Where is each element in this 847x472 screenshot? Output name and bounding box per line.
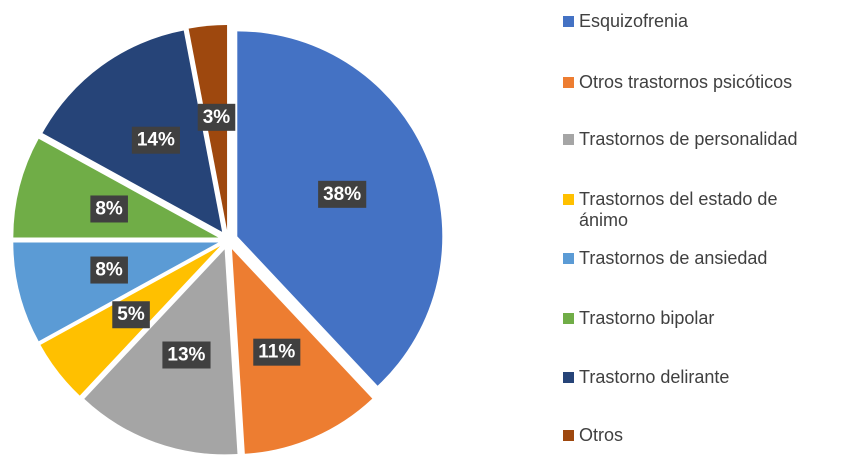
legend-label: Trastorno delirante <box>579 367 729 387</box>
data-label: 11% <box>253 338 301 366</box>
data-label: 38% <box>318 180 367 208</box>
data-label-text: 11% <box>258 342 295 363</box>
legend-label: Trastorno bipolar <box>579 308 714 328</box>
data-label-box <box>253 338 301 366</box>
data-label-box <box>131 126 180 154</box>
data-label-text: 3% <box>203 107 231 128</box>
pie-slice <box>13 242 219 342</box>
data-label-box <box>90 256 128 284</box>
data-label-text: 8% <box>95 198 123 219</box>
legend-swatch <box>563 194 574 205</box>
pie-slice <box>231 249 373 454</box>
data-label: 5% <box>112 301 150 329</box>
data-label-box <box>90 195 128 223</box>
legend-swatch <box>563 372 574 383</box>
legend-label: Esquizofrenia <box>579 11 689 31</box>
pie-slice <box>13 138 219 238</box>
data-label-box <box>318 180 367 208</box>
data-label: 8% <box>90 195 128 223</box>
legend-line: Trastornos del estado de <box>579 189 777 209</box>
data-label: 13% <box>162 341 211 369</box>
legend-label: Trastornos de ansiedad <box>579 248 767 268</box>
legend-swatch <box>563 16 574 27</box>
data-label-text: 38% <box>323 184 361 205</box>
legend-swatch <box>563 253 574 264</box>
legend-swatch <box>563 77 574 88</box>
data-label-box <box>197 103 236 131</box>
legend-label: Otros <box>579 425 623 445</box>
data-label-text: 14% <box>137 130 175 151</box>
legend-label: Trastornos de personalidad <box>579 129 797 149</box>
data-label-box <box>162 341 211 369</box>
pie-slice <box>237 31 443 386</box>
data-label-text: 5% <box>117 304 145 325</box>
legend-swatch <box>563 134 574 145</box>
legend-swatch <box>563 430 574 441</box>
data-label-box <box>112 301 150 329</box>
data-label: 3% <box>197 103 236 131</box>
data-label: 8% <box>90 256 128 284</box>
pie-slice <box>84 249 238 455</box>
legend-label: Trastornos del estado de ánimo <box>579 189 777 230</box>
data-label-text: 13% <box>167 345 205 366</box>
data-label: 14% <box>131 126 180 154</box>
data-label-text: 8% <box>95 260 123 281</box>
legend-line: ánimo <box>579 210 628 230</box>
legend-label: Otros trastornos psicóticos <box>579 72 792 92</box>
legend-swatch <box>563 313 574 324</box>
